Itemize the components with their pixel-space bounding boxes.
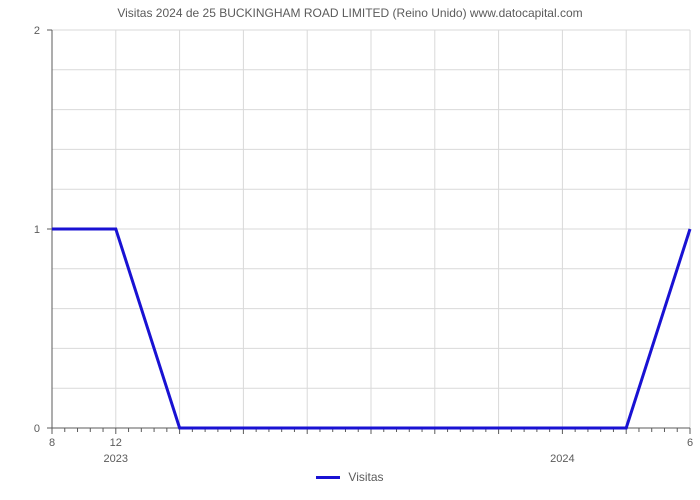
svg-text:6: 6	[687, 437, 693, 449]
svg-text:2023: 2023	[104, 453, 128, 465]
svg-text:0: 0	[34, 423, 40, 435]
svg-text:2: 2	[34, 25, 40, 37]
svg-text:8: 8	[49, 437, 55, 449]
visits-line-chart: 012812620232024	[0, 0, 700, 500]
svg-text:2024: 2024	[550, 453, 574, 465]
chart-legend: Visitas	[0, 470, 700, 484]
legend-swatch	[316, 476, 340, 479]
legend-label: Visitas	[348, 470, 383, 484]
svg-text:1: 1	[34, 224, 40, 236]
svg-text:12: 12	[110, 437, 122, 449]
